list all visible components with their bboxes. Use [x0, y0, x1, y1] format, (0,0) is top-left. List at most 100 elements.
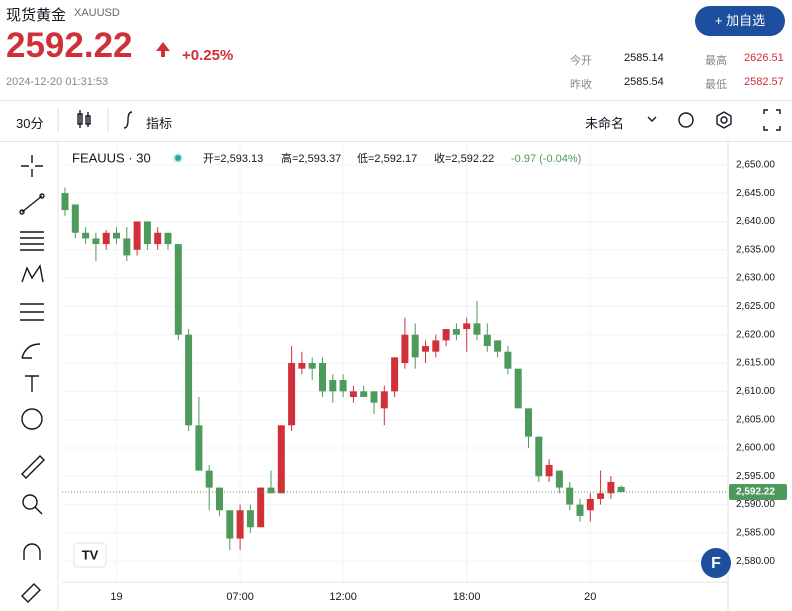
watermark-letter: F	[711, 555, 721, 572]
candle-body	[226, 510, 234, 539]
candle-body	[277, 425, 285, 494]
toolbar	[0, 100, 792, 142]
candle-body	[216, 487, 223, 511]
candle-body	[246, 510, 254, 528]
y-tick-label: 2,600.00	[736, 443, 775, 454]
candle-body	[267, 487, 275, 494]
candle-body	[452, 329, 460, 335]
candle-body	[494, 340, 502, 352]
candle-body	[483, 334, 491, 347]
price: 2592.22	[6, 26, 133, 65]
candle-body	[154, 232, 162, 245]
legend-open: 开=2,593.13	[203, 153, 263, 165]
candle-body	[391, 357, 399, 392]
y-tick-label: 2,585.00	[736, 528, 775, 539]
candle-body	[586, 498, 594, 511]
candle-body	[174, 244, 182, 335]
y-tick-label: 2,650.00	[736, 159, 775, 170]
status-dot	[175, 155, 181, 161]
candle-body	[422, 346, 429, 352]
candle-body	[102, 232, 110, 245]
logo-mark: TV	[82, 547, 99, 562]
legend-close: 收=2,592.22	[434, 151, 494, 165]
candle-body	[195, 425, 203, 471]
y-tick-label: 2,640.00	[736, 216, 775, 227]
candle-body	[360, 391, 368, 397]
drawing-tools	[19, 155, 45, 603]
stat-value: 2585.14	[624, 52, 664, 64]
candle-body	[504, 351, 512, 369]
y-tick-label: 2,580.00	[736, 556, 775, 567]
candle-body	[514, 368, 522, 409]
y-tick-label: 2,635.00	[736, 244, 775, 255]
y-tick-label: 2,615.00	[736, 358, 775, 369]
x-tick-label: 12:00	[329, 591, 357, 603]
candle-body	[380, 391, 388, 409]
x-tick-label: 20	[584, 591, 596, 603]
candle-body	[607, 481, 615, 494]
y-tick-label: 2,610.00	[736, 386, 775, 397]
candle-body	[113, 232, 120, 239]
asset-name: 现货黄金	[6, 7, 67, 24]
stat-value: 2585.54	[624, 76, 664, 88]
watermark-logo	[701, 548, 731, 578]
candle-body	[298, 363, 306, 369]
layout-button[interactable]: 未命名	[585, 116, 625, 131]
logo	[73, 542, 107, 568]
candle-body	[576, 504, 584, 516]
candle-body	[401, 334, 409, 364]
legend-symbol: FEAUUS · 30	[72, 150, 151, 165]
y-tick-label: 2,625.00	[736, 301, 775, 312]
x-tick-label: 19	[110, 591, 122, 603]
candle-body	[432, 340, 440, 352]
candle-body	[71, 204, 79, 233]
stat-label: 最高	[705, 55, 727, 67]
candle-body	[349, 391, 357, 397]
legend-change: -0.97 (-0.04%)	[511, 153, 581, 165]
y-tick-label: 2,605.00	[736, 414, 775, 425]
chart: 2,580.00 2,585.00 2,590.00 2,595.00 2,600.00…	[19, 140, 787, 611]
candle-body	[164, 232, 172, 245]
candle-body	[463, 323, 471, 330]
candle-body	[92, 238, 100, 245]
candle-body	[617, 486, 625, 493]
toolbar-icons	[57, 108, 781, 132]
x-tick-label: 07:00	[226, 591, 254, 603]
y-tick-label: 2,595.00	[736, 471, 775, 482]
up-arrow	[156, 42, 170, 51]
y-tick-label: 2,630.00	[736, 273, 775, 284]
indicators-button[interactable]: 指标	[146, 116, 173, 131]
y-tick-label: 2,645.00	[736, 188, 775, 199]
candle-body	[288, 363, 296, 426]
candle-body	[319, 363, 326, 392]
candle-body	[205, 470, 213, 488]
candle-body	[535, 436, 543, 477]
last-price-tag	[729, 484, 787, 501]
y-tick-label: 2,620.00	[736, 329, 775, 340]
stat-value: 2626.51	[744, 52, 784, 64]
change: +0.25%	[182, 47, 234, 64]
candle-body	[555, 470, 563, 488]
candle-body	[545, 464, 553, 477]
candle-body	[473, 323, 481, 335]
candle-body	[123, 238, 131, 256]
candle-body	[143, 221, 151, 245]
candle-body	[133, 221, 141, 250]
candle-body	[370, 391, 378, 403]
plot: 2,580.00 2,585.00 2,590.00 2,595.00 2,600.00…	[61, 140, 787, 603]
stat-value: 2582.57	[744, 76, 784, 88]
last-price-label: 2,592.22	[736, 487, 775, 498]
interval-button[interactable]: 30分	[16, 116, 44, 131]
candle-body	[442, 329, 450, 341]
up-arrow-stem	[161, 51, 165, 57]
candle-body	[411, 334, 419, 358]
stat-label: 昨收	[570, 79, 592, 91]
y-tick-label: 2,590.00	[736, 499, 775, 510]
candle-body	[329, 380, 337, 392]
candle-body	[82, 232, 90, 239]
candle-body	[566, 487, 574, 505]
legend-high: 高=2,593.37	[281, 151, 341, 165]
add-watchlist-button[interactable]: + 加自选	[695, 6, 785, 36]
candle-body	[339, 380, 347, 392]
